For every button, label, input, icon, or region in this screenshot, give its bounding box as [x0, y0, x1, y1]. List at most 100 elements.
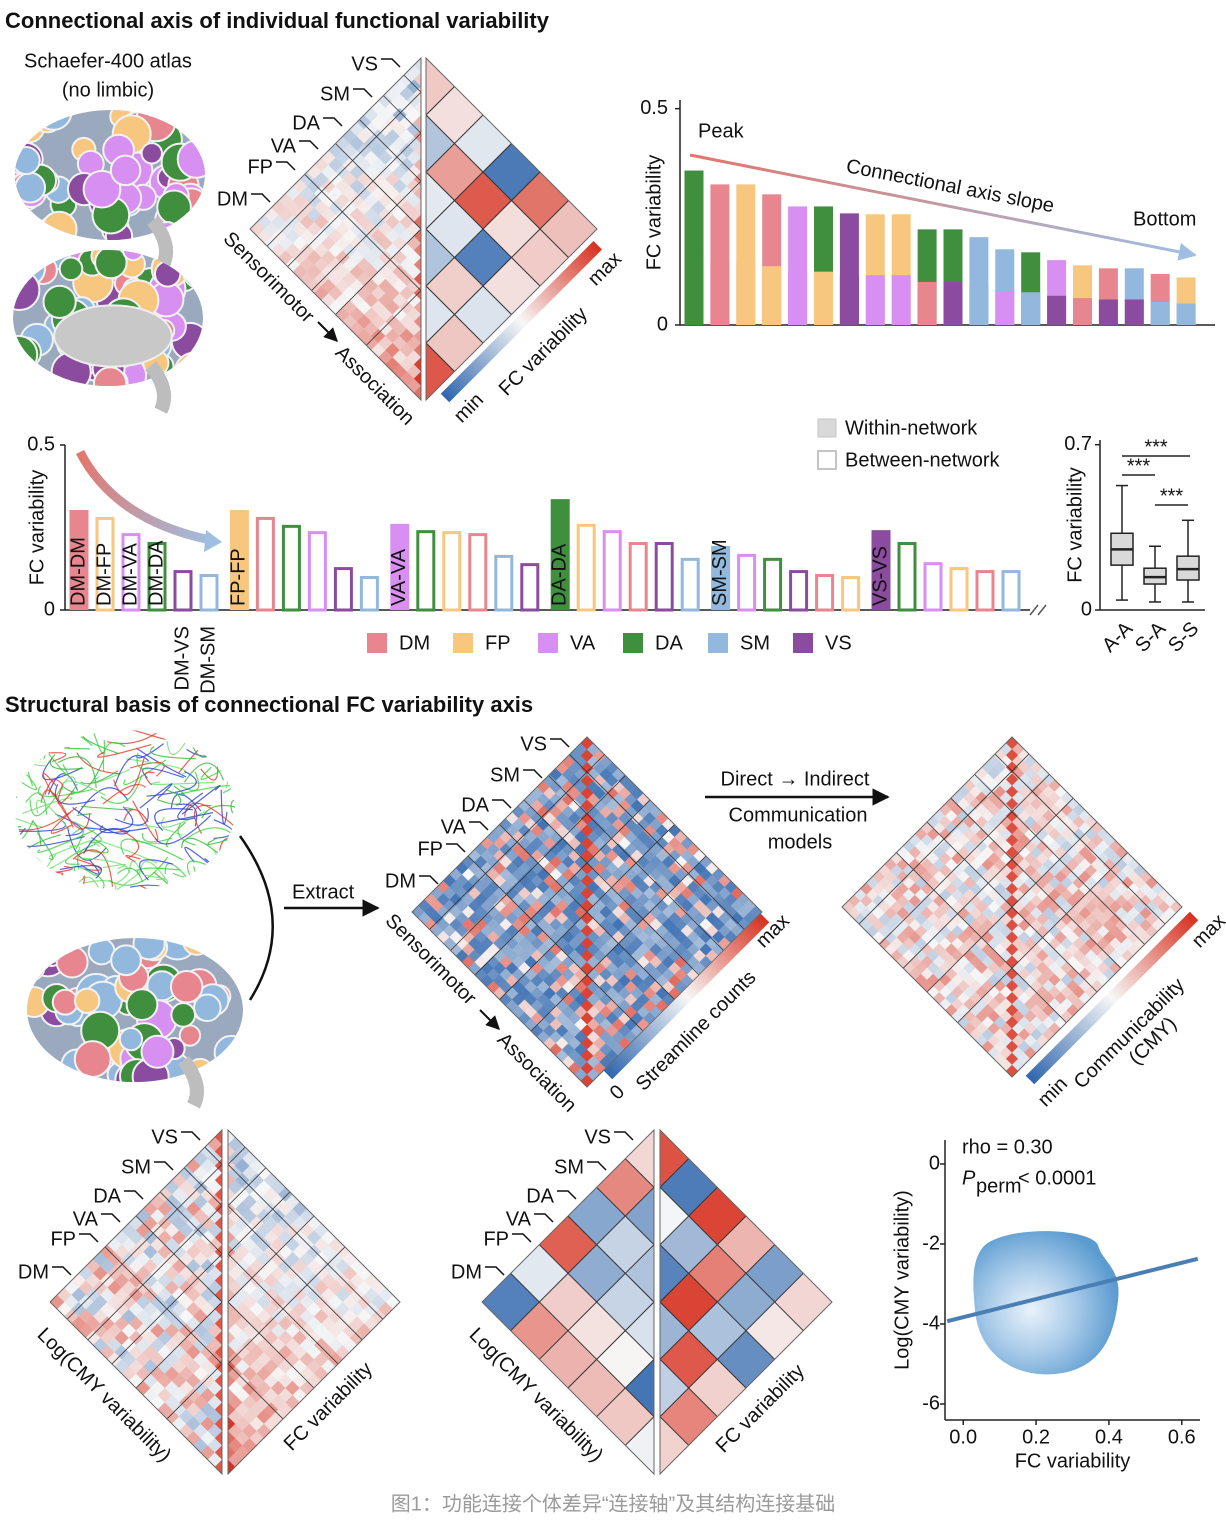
p-text: < 0.0001 [1018, 1167, 1096, 1189]
matrix-label: FP [247, 156, 273, 178]
bar-lower-part [1098, 299, 1118, 325]
bar-label: DM-SM [197, 626, 219, 694]
matrix-label: DA [526, 1185, 554, 1207]
brain [27, 938, 243, 1082]
fiber [221, 835, 235, 842]
fiber [154, 814, 212, 845]
fiber [129, 884, 181, 890]
bar [95, 516, 115, 612]
block-line [596, 1186, 654, 1360]
medial-wall [53, 304, 173, 368]
y-axis-label: Log(CMY variability) [891, 1190, 913, 1370]
bar [815, 574, 835, 612]
fiber [113, 758, 145, 796]
brainstem [147, 216, 174, 269]
heatmap-grid [228, 1130, 400, 1474]
fiber [186, 860, 235, 890]
parcel [13, 362, 44, 386]
bar [390, 523, 410, 610]
fiber [136, 752, 149, 770]
fiber [59, 864, 102, 879]
colorbar-strip [1025, 911, 1199, 1085]
block-line [926, 821, 1098, 993]
matrix-label: DA [461, 794, 489, 816]
fiber [132, 800, 159, 841]
parcel [176, 139, 205, 179]
fiber [82, 880, 117, 890]
fiber [15, 754, 34, 771]
x-tick-label: A-A [1098, 617, 1138, 657]
bar [333, 567, 353, 612]
block-line [228, 1246, 284, 1420]
fiber [177, 822, 196, 846]
legend-label: DA [655, 632, 683, 654]
fiber [207, 837, 232, 845]
matrix-label: VA [271, 135, 297, 157]
bar [442, 531, 462, 612]
bar-lower-part [684, 255, 704, 325]
block-line [426, 143, 512, 315]
merge-curve [238, 835, 274, 1001]
fiber [76, 813, 92, 817]
parcel [92, 366, 128, 386]
fiber [15, 872, 64, 890]
parcel [170, 1002, 197, 1028]
matrix-label-tick [276, 161, 296, 171]
fiber [36, 832, 54, 860]
y-tick-label: 0.5 [27, 433, 55, 455]
parcel [13, 269, 41, 312]
bar [789, 570, 809, 612]
fiber [201, 732, 215, 743]
parcel [110, 944, 142, 977]
bar-label: VS-VS [869, 546, 891, 606]
x-tick-label: 0.2 [1022, 1426, 1050, 1448]
bar [173, 570, 193, 612]
bar [871, 530, 891, 610]
colorbar [603, 913, 770, 1080]
matrix-label-tick [101, 1213, 121, 1223]
bar [307, 531, 327, 612]
bar [255, 516, 275, 612]
annotation: Bottom [1133, 208, 1196, 230]
matrix-label-tick [381, 58, 401, 68]
fiber [150, 781, 215, 785]
matrix-label-tick [469, 821, 489, 831]
bar-lower-part [917, 281, 937, 325]
block-line [159, 1191, 222, 1365]
background-layer [13, 56, 1183, 1476]
y-tick-label: -6 [922, 1392, 940, 1414]
block-line [183, 1167, 222, 1341]
fiber [18, 806, 78, 831]
bar [628, 542, 648, 612]
heatmap-outline [841, 736, 1183, 1078]
parcel [109, 154, 142, 187]
matrix-label: VA [73, 1208, 99, 1230]
block-line [383, 95, 421, 267]
bar-label: DA-DA [548, 543, 570, 606]
parcel [193, 993, 222, 1023]
block-line [228, 1215, 315, 1389]
fiber [119, 829, 140, 859]
heatmap-grid [412, 737, 762, 1087]
bar-lower-part [814, 271, 833, 325]
fiber [220, 789, 228, 825]
fiber [72, 807, 131, 835]
matrix-label: DM [18, 1261, 49, 1283]
bar [841, 576, 861, 612]
parcel [15, 217, 41, 240]
matrix-label: SM [121, 1156, 151, 1178]
fiber [123, 759, 167, 786]
model-label: Direct → Indirect [721, 768, 870, 790]
bar-lower-part [788, 271, 808, 325]
matrix-label-tick [512, 1233, 532, 1243]
fiber [49, 753, 84, 770]
fiber [99, 825, 148, 834]
parcel [173, 351, 203, 386]
model-label: models [768, 831, 832, 853]
block-line [135, 1215, 222, 1389]
bar [121, 533, 141, 612]
significance-label: *** [1144, 436, 1168, 458]
bar-lower-part [1124, 299, 1144, 325]
y-tick-label: 0 [44, 598, 55, 620]
